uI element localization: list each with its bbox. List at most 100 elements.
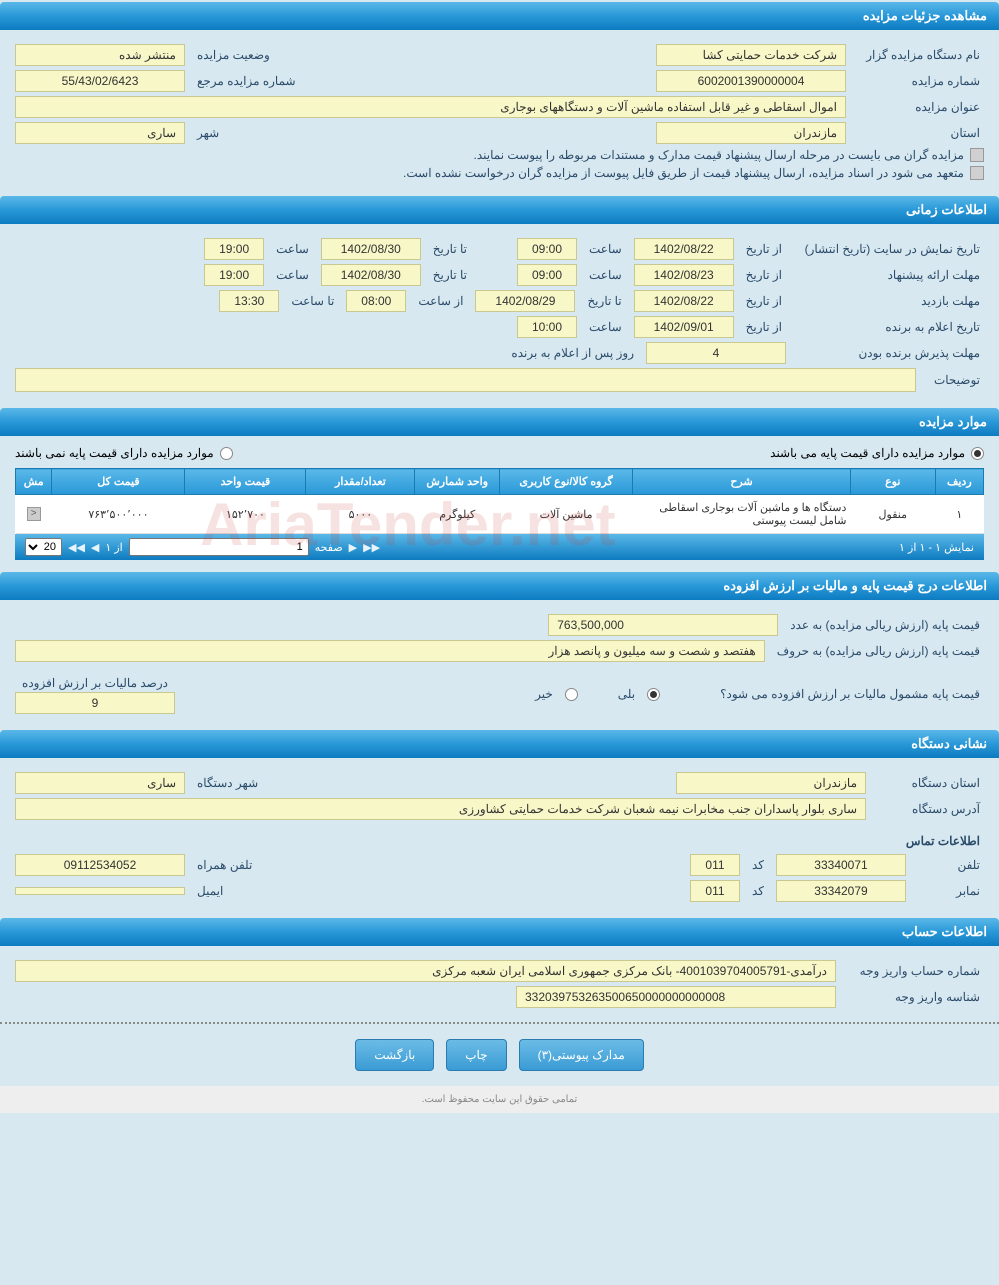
hour-label-3: ساعت xyxy=(585,266,626,284)
announce-label: تاریخ اعلام به برنده xyxy=(794,318,984,336)
radio-vat-yes[interactable] xyxy=(647,688,660,701)
radio-vat-no[interactable] xyxy=(565,688,578,701)
radio-has-price[interactable] xyxy=(971,447,984,460)
col-type: نوع xyxy=(850,469,935,495)
pager-info: نمایش ۱ - ۱ از ۱ xyxy=(899,541,974,554)
province-value: مازندران xyxy=(656,122,846,144)
tel-code-label: کد xyxy=(748,856,768,874)
display-from-h: 09:00 xyxy=(517,238,577,260)
view-icon[interactable]: < xyxy=(27,507,41,521)
radio-has-label: موارد مزایده دارای قیمت پایه می باشند xyxy=(770,446,965,460)
tel-code-value: 011 xyxy=(690,854,740,876)
email-label: ایمیل xyxy=(193,882,227,900)
fax-value: 33342079 xyxy=(776,880,906,902)
to-label-1: تا تاریخ xyxy=(429,240,471,258)
hour-label-2: ساعت xyxy=(272,240,313,258)
hour-label-5: ساعت xyxy=(585,318,626,336)
pager-page-label: صفحه xyxy=(315,541,343,554)
fax-label: نمابر xyxy=(914,882,984,900)
accept-label: مهلت پذیرش برنده بودن xyxy=(794,344,984,362)
proposal-label: مهلت ارائه پیشنهاد xyxy=(794,266,984,284)
subject-label: عنوان مزایده xyxy=(854,98,984,116)
display-label: تاریخ نمایش در سایت (تاریخ انتشار) xyxy=(794,240,984,258)
pager-next-icon[interactable]: ◀ xyxy=(91,541,99,554)
city-value: ساری xyxy=(15,122,185,144)
proposal-from: 1402/08/23 xyxy=(634,264,734,286)
proposal-from-h: 09:00 xyxy=(517,264,577,286)
addr-city-value: ساری xyxy=(15,772,185,794)
vat-yes: بلی xyxy=(614,685,639,703)
cell-total: ۷۶۳٬۵۰۰٬۰۰۰ xyxy=(52,495,185,534)
pager-last-icon[interactable]: ◀◀ xyxy=(68,541,85,554)
addr-value: ساری بلوار پاسداران جنب مخابرات نیمه شعب… xyxy=(15,798,866,820)
accept-suffix: روز پس از اعلام به برنده xyxy=(507,344,638,362)
table-pager: نمایش ۱ - ۱ از ۱ ▶▶ ▶ صفحه از ۱ ◀ ◀◀ 20 xyxy=(15,534,984,560)
num-label: شماره مزایده xyxy=(854,72,984,90)
col-group: گروه کالا/نوع کاربری xyxy=(500,469,633,495)
section-body-account: شماره حساب واریز وجه درآمدی-400103970400… xyxy=(0,946,999,1022)
mobile-value: 09112534052 xyxy=(15,854,185,876)
visit-to-h: 13:30 xyxy=(219,290,279,312)
status-label: وضعیت مزایده xyxy=(193,46,274,64)
pager-size-select[interactable]: 20 xyxy=(25,538,62,556)
footer-copyright: تمامی حقوق این سایت محفوظ است. xyxy=(0,1086,999,1113)
tel-value: 33340071 xyxy=(776,854,906,876)
display-to: 1402/08/30 xyxy=(321,238,421,260)
section-header-address: نشانی دستگاه xyxy=(0,730,999,758)
acc-value: درآمدی-4001039704005791- بانک مرکزی جمهو… xyxy=(15,960,836,982)
items-table: ردیف نوع شرح گروه کالا/نوع کاربری واحد ش… xyxy=(15,468,984,534)
ref-label: شماره مزایده مرجع xyxy=(193,72,300,90)
to-hour-label: تا ساعت xyxy=(287,292,338,310)
section-body-details: نام دستگاه مزایده گزار شرکت خدمات حمایتی… xyxy=(0,30,999,194)
subject-value: اموال اسقاطی و غیر قابل استفاده ماشین آل… xyxy=(15,96,846,118)
org-value: شرکت خدمات حمایتی کشا xyxy=(656,44,846,66)
cell-qty: ۵۰۰۰ xyxy=(306,495,415,534)
hour-label-4: ساعت xyxy=(272,266,313,284)
price-num-label: قیمت پایه (ارزش ریالی مزایده) به عدد xyxy=(786,616,984,634)
pager-page-input[interactable] xyxy=(129,538,309,556)
announce-date: 1402/09/01 xyxy=(634,316,734,338)
attachments-button[interactable]: مدارک پیوستی(۳) xyxy=(519,1039,644,1071)
proposal-to-h: 19:00 xyxy=(204,264,264,286)
print-button[interactable]: چاپ xyxy=(446,1039,506,1071)
checkbox-docs xyxy=(970,148,984,162)
notes-value xyxy=(15,368,916,392)
cell-unit: کیلوگرم xyxy=(415,495,500,534)
radio-no-price[interactable] xyxy=(220,447,233,460)
pager-prev-icon[interactable]: ▶ xyxy=(349,541,357,554)
vat-q-label: قیمت پایه مشمول مالیات بر ارزش افزوده می… xyxy=(716,685,984,703)
to-label-2: تا تاریخ xyxy=(429,266,471,284)
from-label-3: از تاریخ xyxy=(742,292,786,310)
col-idx: ردیف xyxy=(935,469,983,495)
accept-days: 4 xyxy=(646,342,786,364)
vat-pct-value: 9 xyxy=(15,692,175,714)
cell-idx: ۱ xyxy=(935,495,983,534)
pager-first-icon[interactable]: ▶▶ xyxy=(363,541,380,554)
section-body-items: موارد مزایده دارای قیمت پایه می باشند مو… xyxy=(0,436,999,570)
from-label-2: از تاریخ xyxy=(742,266,786,284)
display-from: 1402/08/22 xyxy=(634,238,734,260)
col-view: مش xyxy=(16,469,52,495)
contact-title: اطلاعات تماس xyxy=(874,832,984,850)
checkbox-commit xyxy=(970,166,984,180)
section-body-timing: تاریخ نمایش در سایت (تاریخ انتشار) از تا… xyxy=(0,224,999,406)
button-bar: مدارک پیوستی(۳) چاپ بازگشت xyxy=(0,1022,999,1086)
email-value xyxy=(15,887,185,895)
from-hour-label: از ساعت xyxy=(414,292,467,310)
fax-code-label: کد xyxy=(748,882,768,900)
cell-uprice: ۱۵۲٬۷۰۰ xyxy=(185,495,306,534)
price-num-value: 763,500,000 xyxy=(548,614,778,636)
addr-label: آدرس دستگاه xyxy=(874,800,984,818)
accid-value: 332039753263500650000000000008 xyxy=(516,986,836,1008)
section-header-items: موارد مزایده xyxy=(0,408,999,436)
col-total: قیمت کل xyxy=(52,469,185,495)
num-value: 6002001390000004 xyxy=(656,70,846,92)
check2-text: متعهد می شود در اسناد مزایده، ارسال پیشن… xyxy=(403,166,964,180)
org-label: نام دستگاه مزایده گزار xyxy=(854,46,984,64)
cell-type: منقول xyxy=(850,495,935,534)
fax-code-value: 011 xyxy=(690,880,740,902)
back-button[interactable]: بازگشت xyxy=(355,1039,434,1071)
from-label-4: از تاریخ xyxy=(742,318,786,336)
check1-text: مزایده گران می بایست در مرحله ارسال پیشن… xyxy=(474,148,964,162)
to-label-3: تا تاریخ xyxy=(583,292,625,310)
